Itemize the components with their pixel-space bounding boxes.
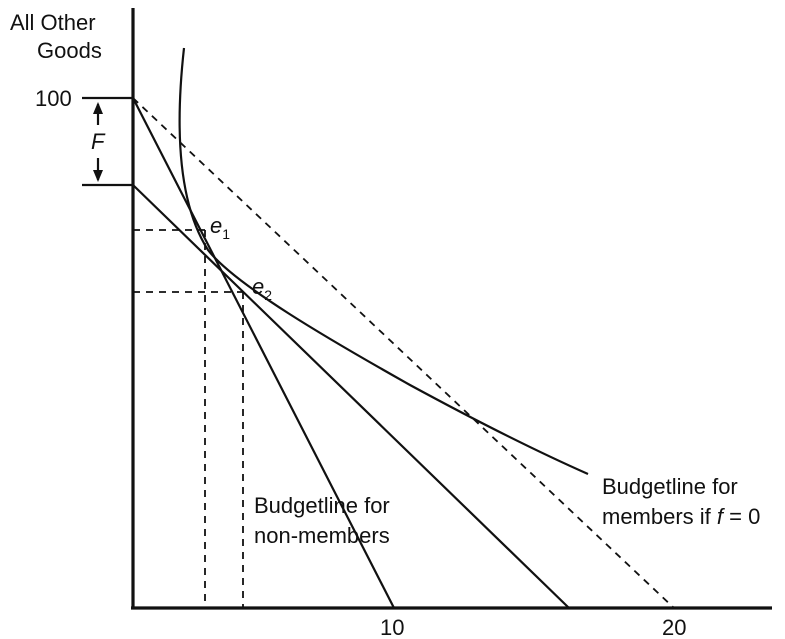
y-axis-label-line1: All Other <box>10 10 96 35</box>
point-label-e1: e1 <box>210 213 230 242</box>
indifference-curve <box>178 47 589 476</box>
member-label-line1: Budgetline for <box>602 474 738 499</box>
fee-arrowhead-up <box>93 102 103 114</box>
x-tick-label-20: 20 <box>662 615 686 639</box>
budgetline-non-members <box>132 97 395 609</box>
y-axis-label-line2: Goods <box>37 38 102 63</box>
fee-label: F <box>91 129 106 154</box>
non-member-label-line2: non-members <box>254 523 390 548</box>
fee-arrowhead-down <box>93 170 103 182</box>
x-tick-label-10: 10 <box>380 615 404 639</box>
y-tick-label-100: 100 <box>35 86 72 111</box>
budgetline-members-f0 <box>132 97 675 609</box>
non-member-label-line1: Budgetline for <box>254 493 390 518</box>
budgetline-members <box>132 184 570 609</box>
member-label-line2: members if f = 0 <box>602 504 760 529</box>
point-label-e2: e2 <box>252 274 272 303</box>
